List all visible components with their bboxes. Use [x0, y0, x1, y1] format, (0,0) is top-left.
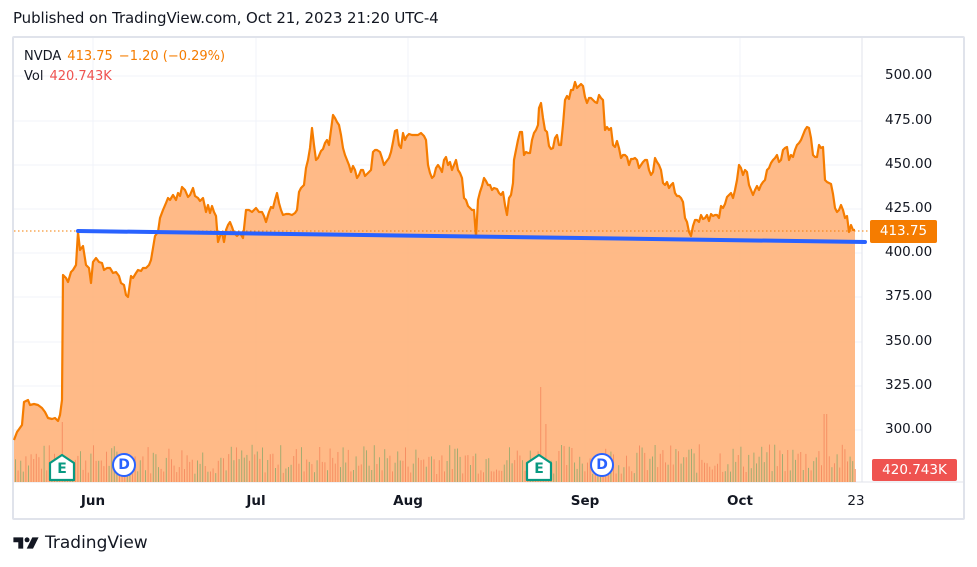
time-tick-jul: Jul — [246, 493, 266, 509]
price-tick: 350.00 — [885, 333, 933, 349]
brand-name: TradingView — [45, 533, 148, 553]
time-tick-aug: Aug — [393, 493, 423, 509]
tradingview-logo-icon — [13, 537, 39, 549]
time-tick-jun: Jun — [80, 493, 106, 509]
trendline — [76, 229, 867, 244]
price-area-fill — [14, 82, 855, 482]
price-tick: 475.00 — [885, 112, 933, 128]
price-tick: 400.00 — [885, 244, 933, 260]
price-tick: 375.00 — [885, 288, 933, 304]
time-tick-oct: Oct — [727, 493, 753, 509]
volume-badge: 420.743K — [872, 459, 957, 481]
last-price-badge: 413.75 — [870, 220, 937, 243]
last-price-value: 413.75 — [67, 49, 113, 64]
chart-legend: NVDA 413.75 −1.20 (−0.29%) Vol 420.743K — [24, 47, 225, 87]
time-tick-sep: Sep — [570, 493, 600, 509]
chart-frame — [12, 36, 965, 520]
price-tick: 500.00 — [885, 67, 933, 83]
price-change-value: −1.20 (−0.29%) — [118, 49, 226, 64]
price-tick: 450.00 — [885, 156, 933, 172]
published-caption: Published on TradingView.com, Oct 21, 20… — [13, 9, 439, 27]
earnings-marker-shape-2 — [525, 453, 553, 482]
volume-value: 420.743K — [49, 69, 112, 84]
earnings-icon[interactable]: E — [57, 461, 67, 477]
earnings-icon[interactable]: E — [534, 461, 544, 477]
price-tick: 425.00 — [885, 200, 933, 216]
price-tick: 325.00 — [885, 377, 933, 393]
earnings-marker-shape-1 — [48, 453, 76, 482]
price-tick: 300.00 — [885, 421, 933, 437]
volume-label: Vol — [24, 69, 44, 84]
price-line — [12, 80, 855, 441]
symbol-label: NVDA — [24, 49, 62, 64]
tradingview-branding[interactable]: TradingView — [13, 533, 148, 553]
time-tick-23: 23 — [847, 493, 865, 509]
dividend-icon[interactable]: D — [112, 453, 136, 477]
dividend-icon[interactable]: D — [590, 453, 614, 477]
